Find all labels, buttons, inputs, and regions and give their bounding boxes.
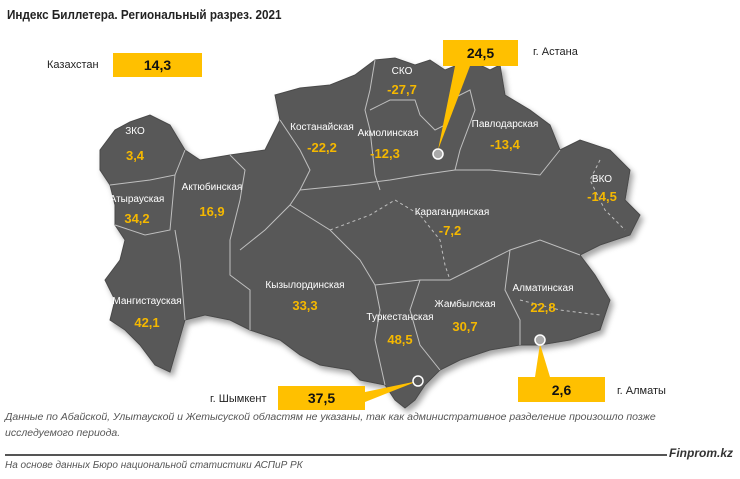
region-turkestan-value: 48,5 — [387, 332, 413, 347]
region-akmola-label: Акмолинская — [357, 128, 419, 139]
almaty-callout-tail — [535, 344, 550, 377]
region-kyzylorda-value: 33,3 — [292, 298, 318, 313]
page-title: Индекс Биллетера. Региональный разрез. 2… — [7, 7, 282, 22]
region-vko-value: -14,5 — [587, 189, 617, 204]
brand-logo: Finprom.kz — [669, 446, 734, 460]
shymkent-label: г. Шымкент — [210, 393, 267, 405]
almaty-marker — [534, 334, 546, 346]
region-akmola-value: -12,3 — [370, 146, 400, 161]
region-mangystau-value: 42,1 — [134, 315, 160, 330]
astana-label: г. Астана — [533, 46, 578, 58]
dashed-borders — [329, 159, 626, 316]
region-vko-label: ВКО — [591, 174, 613, 185]
region-mangystau-label: Мангистауская — [112, 296, 182, 307]
region-atyrau-value: 34,2 — [124, 211, 150, 226]
region-aktobe-label: Актюбинская — [181, 182, 243, 193]
region-zhambyl-value: 30,7 — [452, 319, 478, 334]
source-note: На основе данных Бюро национальной стати… — [5, 460, 303, 471]
almaty-label: г. Алматы — [617, 385, 666, 397]
region-pavlodar-label: Павлодарская — [471, 119, 539, 130]
region-almaty-region-value: 22,8 — [530, 300, 556, 315]
region-kyzylorda-label: Кызылординская — [265, 280, 345, 291]
astana-marker — [432, 148, 444, 160]
region-borders — [109, 59, 581, 386]
region-aktobe-value: 16,9 — [199, 204, 225, 219]
region-almaty-region-label: Алматинская — [512, 283, 574, 294]
region-sko-label: СКО — [391, 66, 413, 77]
almaty-value-box: 2,6 — [518, 377, 605, 402]
shymkent-value-box: 37,5 — [278, 386, 365, 410]
footnote: Данные по Абайской, Улытауской и Жетысус… — [5, 411, 656, 439]
region-pavlodar-value: -13,4 — [490, 137, 520, 152]
shymkent-marker — [412, 375, 424, 387]
national-label: Казахстан — [47, 59, 99, 71]
region-zko-label: ЗКО — [125, 126, 145, 137]
region-karaganda-label: Карагандинская — [414, 207, 490, 218]
region-zko-value: 3,4 — [125, 148, 145, 163]
country-outline — [99, 57, 641, 409]
region-zhambyl-label: Жамбылская — [434, 299, 496, 310]
astana-callout-tail — [438, 66, 470, 150]
region-kostanay-label: Костанайская — [290, 122, 354, 133]
national-value-box: 14,3 — [113, 53, 202, 77]
region-sko-value: -27,7 — [387, 82, 417, 97]
region-turkestan-label: Туркестанская — [366, 312, 434, 323]
divider — [5, 454, 667, 456]
region-kostanay-value: -22,2 — [307, 140, 337, 155]
region-karaganda-value: -7,2 — [438, 223, 462, 238]
region-atyrau-label: Атырауская — [109, 194, 165, 205]
astana-value-box: 24,5 — [443, 40, 518, 66]
shymkent-callout-tail — [365, 381, 418, 402]
